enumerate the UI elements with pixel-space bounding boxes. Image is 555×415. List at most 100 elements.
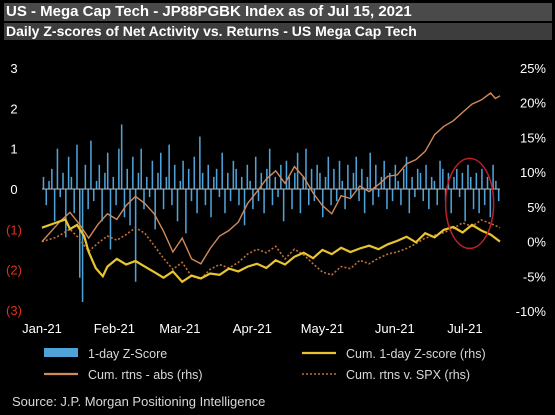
zscore-bar: [146, 176, 148, 189]
legend-swatch-zscore: [44, 348, 78, 357]
zscore-bar: [425, 164, 427, 189]
zscore-bar: [408, 189, 411, 214]
x-tick-label: Mar-21: [159, 321, 200, 336]
zscore-bar: [229, 189, 232, 202]
zscore-bar: [486, 176, 489, 189]
zscore-bar: [120, 124, 123, 189]
zscore-bar: [173, 164, 176, 189]
zscore-bar: [388, 172, 391, 189]
zscore-bar: [366, 176, 369, 189]
zscore-bar: [168, 144, 170, 189]
zscore-bar: [316, 164, 318, 189]
zscore-bar: [42, 176, 45, 189]
legend-label: Cum. 1-day Z-score (rhs): [346, 347, 486, 361]
zscore-bar: [414, 189, 416, 198]
zscore-bar: [386, 189, 388, 210]
source-note: Source: J.P. Morgan Positioning Intellig…: [12, 394, 266, 409]
zscore-bar: [51, 168, 53, 189]
x-tick-label: Jul-21: [447, 321, 482, 336]
zscore-bar: [140, 148, 142, 189]
zscore-bar: [416, 168, 419, 189]
zscore-bar: [450, 189, 452, 214]
zscore-bar: [118, 148, 120, 189]
zscore-bar: [422, 189, 425, 202]
zscore-bar: [310, 168, 313, 189]
zscore-bar: [187, 168, 190, 189]
zscore-bar: [405, 156, 408, 189]
zscore-bar: [492, 164, 494, 189]
right-tick-label: 15%: [520, 130, 546, 145]
left-tick-label: 0: [10, 182, 17, 197]
right-tick-label: -10%: [516, 304, 547, 319]
zscore-bar: [218, 189, 221, 198]
zscore-bar: [204, 189, 207, 206]
zscore-bar: [70, 176, 73, 189]
zscore-bar: [95, 180, 98, 189]
zscore-bar: [112, 176, 115, 189]
zscore-bar: [48, 180, 50, 189]
zscore-bar: [495, 180, 497, 189]
zscore-bar: [456, 168, 458, 189]
zscore-bar: [327, 156, 330, 189]
left-tick-label: (2): [6, 263, 22, 278]
zscore-bar: [308, 189, 310, 206]
zscore-bar: [213, 176, 215, 189]
zscore-bar: [238, 189, 240, 206]
zscore-bar: [453, 176, 455, 189]
zscore-bar: [101, 189, 103, 222]
zscore-bar: [433, 180, 436, 189]
zscore-bar: [397, 180, 399, 189]
zscore-bar: [73, 189, 75, 214]
zscore-bar: [123, 189, 126, 218]
zscore-bar: [472, 189, 475, 210]
zscore-bar: [235, 168, 237, 189]
zscore-bar: [383, 160, 385, 189]
zscore-bar: [92, 189, 95, 202]
right-axis-ticks: 25% 20% 15% 10% 5% 0% -5% -10%: [516, 61, 547, 319]
x-tick-label: May-21: [301, 321, 344, 336]
zscore-bar: [285, 160, 288, 189]
zscore-bar: [369, 152, 371, 189]
chart-subtitle: Daily Z-scores of Net Activity vs. Retur…: [4, 23, 552, 40]
zscore-bar: [185, 189, 187, 234]
zscore-bar: [428, 189, 430, 210]
zscore-bar: [375, 164, 377, 189]
series-line-cum-rtns-abs-rhs: [41, 92, 501, 265]
zscore-bar: [361, 168, 363, 189]
line-series-group: [41, 92, 501, 284]
zscore-bar: [199, 136, 201, 189]
zscore-bar: [157, 172, 159, 189]
zscore-bar: [62, 172, 64, 189]
right-tick-label: 0%: [527, 235, 546, 250]
zscore-bar: [176, 189, 179, 222]
zscore-bar: [478, 189, 480, 214]
zscore-bar: [458, 189, 461, 198]
zscore-bar: [372, 189, 374, 206]
zscore-bar: [394, 164, 397, 189]
zscore-bar: [232, 160, 235, 189]
legend-label: Cum. rtns v. SPX (rhs): [346, 368, 470, 382]
zscore-bar: [439, 160, 441, 189]
zscore-bar: [196, 189, 198, 214]
zscore-bar: [442, 168, 444, 189]
zscore-bar: [341, 180, 344, 189]
zscore-bar: [193, 156, 196, 189]
zscore-bar: [352, 172, 355, 189]
zscore-bar: [489, 189, 492, 218]
zscore-bar: [154, 189, 156, 230]
zscore-bar: [190, 189, 193, 202]
x-axis-ticks: Jan-21 Feb-21 Mar-21 Apr-21 May-21 Jun-21 Jul-…: [22, 321, 482, 336]
left-tick-label: 1: [10, 142, 17, 157]
zscore-bar: [430, 176, 433, 189]
zscore-bar: [137, 172, 140, 189]
zscore-bar: [129, 189, 131, 226]
zscore-bar: [305, 148, 307, 189]
zscore-bar: [274, 176, 277, 189]
zscore-bar: [349, 189, 352, 198]
zscore-bar: [333, 168, 335, 189]
zscore-bar: [257, 189, 260, 202]
zscore-bar: [481, 168, 483, 189]
zscore-bar: [475, 172, 478, 189]
